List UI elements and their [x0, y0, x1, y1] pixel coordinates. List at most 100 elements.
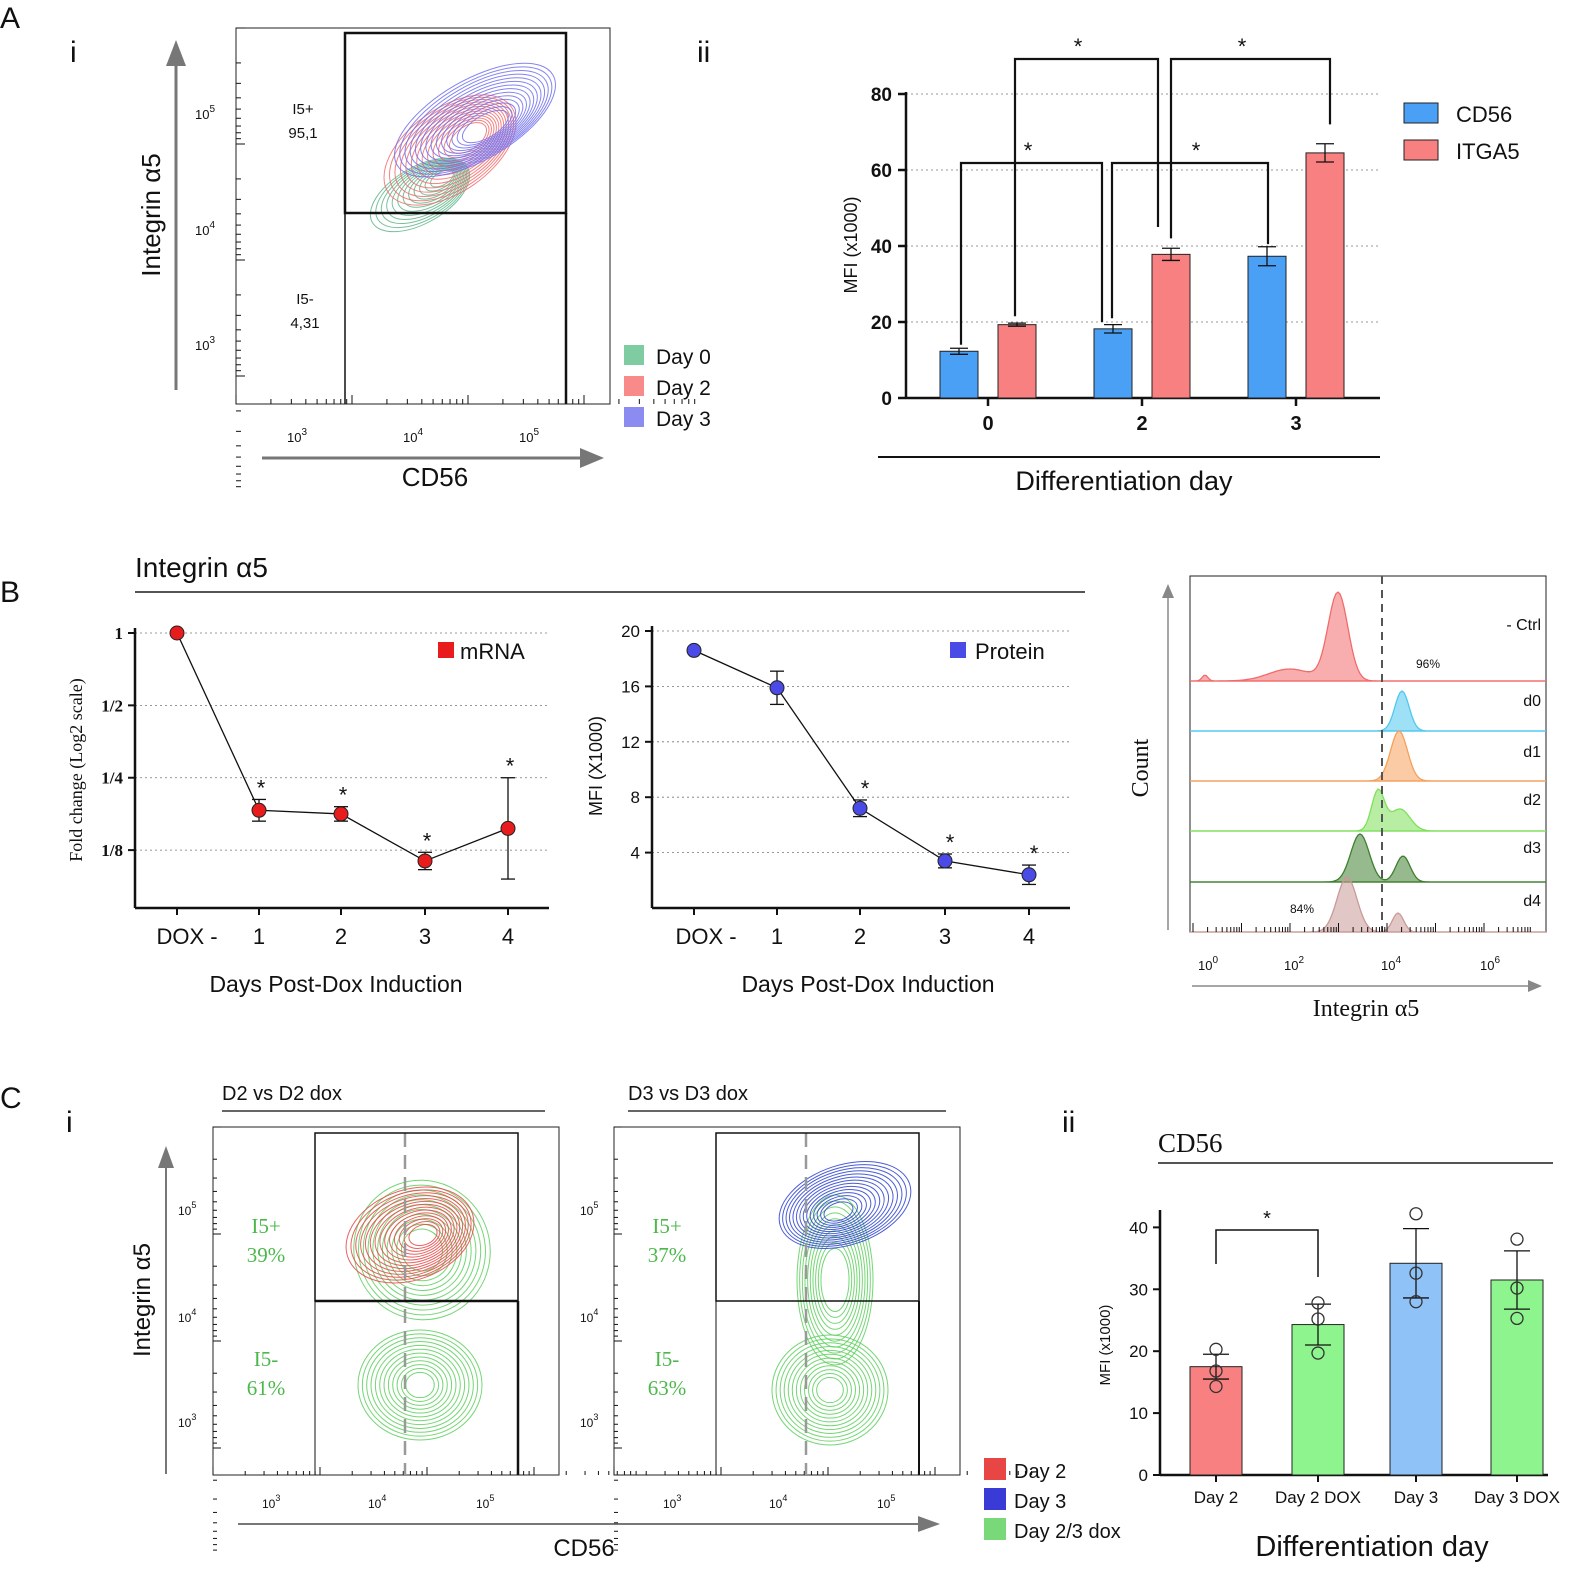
contour-ring [345, 1186, 475, 1284]
a-i-contours [369, 62, 556, 233]
c-ii-data-point [1510, 1232, 1524, 1246]
a-ii-ytick-label: 80 [871, 85, 892, 106]
contour-ring [366, 1337, 474, 1433]
legend-swatch-cd56 [1403, 102, 1439, 124]
b-protein-category-label: DOX - [675, 924, 736, 949]
contour-ring [379, 1206, 455, 1264]
b-hist-label-d4: d4 [1523, 893, 1541, 910]
legend-swatch-day2 [624, 376, 644, 396]
c-ii-data-point [1311, 1312, 1325, 1326]
c-ii-significance-star: * [1263, 1208, 1271, 1230]
a-ii-significance-bracket [959, 161, 1104, 345]
b-hist-pct-top: 96% [1416, 657, 1440, 671]
contour-ring [820, 1198, 858, 1224]
c-ii-category-label: Day 2 [1194, 1488, 1238, 1507]
b-protein-ytick-label: 20 [621, 622, 640, 641]
legend-label-cd56: CD56 [1456, 102, 1512, 127]
a-ii-bar-itga5 [1305, 152, 1345, 399]
legend-swatch-protein [950, 642, 966, 658]
contour-ring [795, 1176, 890, 1239]
a-ii-bar-cd56 [1093, 328, 1133, 399]
b-hist-row-d4 [1190, 876, 1546, 933]
contour-ring [383, 1352, 457, 1418]
c-i-right-dox-contours [771, 1194, 889, 1446]
c-i-right-lower-name: I5- [655, 1347, 680, 1371]
contour-ring [441, 95, 524, 154]
a-ii-category-label: 3 [1290, 413, 1301, 435]
contour-ring [367, 1194, 477, 1306]
b-protein-category-label: 2 [854, 924, 866, 949]
panel-c-ii-bar-chart: CD56 MFI (x1000) Differentiation day 0 10… [1097, 1128, 1560, 1563]
a-i-y-arrowhead [166, 40, 186, 66]
panel-letter-c: C [0, 1082, 22, 1115]
c-i-xtick-1e3-left: 103 [262, 1493, 280, 1511]
b-protein-point [852, 800, 868, 816]
a-i-xtick-1e3: 103 [287, 427, 307, 445]
legend-swatch-mrna [438, 642, 454, 658]
c-ii-category-label: Day 3 [1394, 1488, 1438, 1507]
contour-ring [358, 1184, 486, 1316]
contour-ring [782, 1164, 907, 1247]
c-ii-x-label: Differentiation day [1255, 1531, 1489, 1563]
b-title: Integrin α5 [135, 552, 268, 583]
c-i-right-tick-marks [613, 1126, 1038, 1551]
panel-a-ii-bar-chart: MFI (x1000) Differentiation day CD56 ITG… [841, 34, 1520, 496]
contour-ring [360, 1195, 466, 1275]
b-protein-point [937, 853, 953, 869]
c-ii-data-point [1409, 1266, 1423, 1280]
contour-ring [357, 1329, 483, 1441]
contour-ring [813, 1192, 867, 1228]
contour-ring [394, 99, 512, 197]
contour-ring [394, 62, 556, 178]
b-protein-significance-star: * [861, 776, 870, 801]
panel-letter-a: A [0, 2, 20, 35]
c-i-ytick-1e4-left: 104 [178, 1307, 196, 1325]
a-i-xtick-1e5: 105 [519, 427, 539, 445]
panel-b-mrna-line-chart: Fold change (Log2 scale) Days Post-Dox I… [66, 624, 549, 997]
a-ii-category-label: 0 [982, 413, 993, 435]
c-legend-label-day3: Day 3 [1014, 1491, 1066, 1513]
b-hist-label-ctrl: - Ctrl [1506, 617, 1541, 634]
panel-letter-b: B [0, 576, 20, 609]
a-i-legend: Day 0 Day 2 Day 3 [624, 345, 711, 431]
c-i-ytick-1e4-right: 104 [580, 1307, 598, 1325]
contour-ring [783, 1346, 877, 1434]
c-i-left-title: D2 vs D2 dox [222, 1083, 342, 1105]
contour-ring [787, 1349, 873, 1431]
contour-ring [353, 1179, 491, 1321]
contour-ring [403, 1221, 441, 1249]
b-hist-xtick-1e2: 102 [1284, 955, 1304, 973]
day3-contours [394, 62, 556, 178]
b-mrna-ytick-label: 1 [115, 624, 124, 643]
c-ii-data-point [1311, 1296, 1325, 1310]
a-i-gate-upper-value: 95,1 [288, 125, 317, 142]
b-hist-x-label: Integrin α5 [1313, 996, 1420, 1022]
b-mrna-ytick-label: 1/4 [101, 769, 123, 788]
c-i-left-lower-value: 61% [247, 1376, 286, 1400]
c-i-x-label: CD56 [553, 1535, 614, 1562]
a-ii-bar-itga5 [1151, 253, 1191, 399]
contour-ring [775, 1338, 885, 1442]
contour-ring [400, 1368, 440, 1402]
c-legend-label-day2: Day 2 [1014, 1461, 1066, 1483]
contour-ring [806, 1185, 876, 1233]
a-i-ytick-1e5: 105 [195, 104, 215, 122]
c-i-left-upper-value: 39% [247, 1243, 286, 1267]
b-protein-y-label: MFI (X1000) [586, 716, 606, 816]
b-hist-pct-bottom: 84% [1290, 902, 1314, 916]
b-mrna-point [500, 820, 516, 836]
contour-ring [807, 1218, 863, 1342]
a-i-x-arrowhead [580, 448, 604, 468]
contour-ring [812, 1230, 858, 1330]
contour-ring [350, 1189, 472, 1281]
a-ii-significance-bracket [1013, 57, 1160, 317]
contour-ring [391, 162, 465, 216]
c-ii-data-point [1510, 1311, 1524, 1326]
legend-label-mrna: mRNA [460, 639, 525, 664]
a-ii-ytick-label: 60 [871, 161, 892, 182]
a-ii-significance-bracket [1169, 57, 1332, 239]
contour-ring [815, 1236, 855, 1324]
contour-ring [456, 106, 513, 146]
c-i-left-frame [212, 1126, 560, 1476]
